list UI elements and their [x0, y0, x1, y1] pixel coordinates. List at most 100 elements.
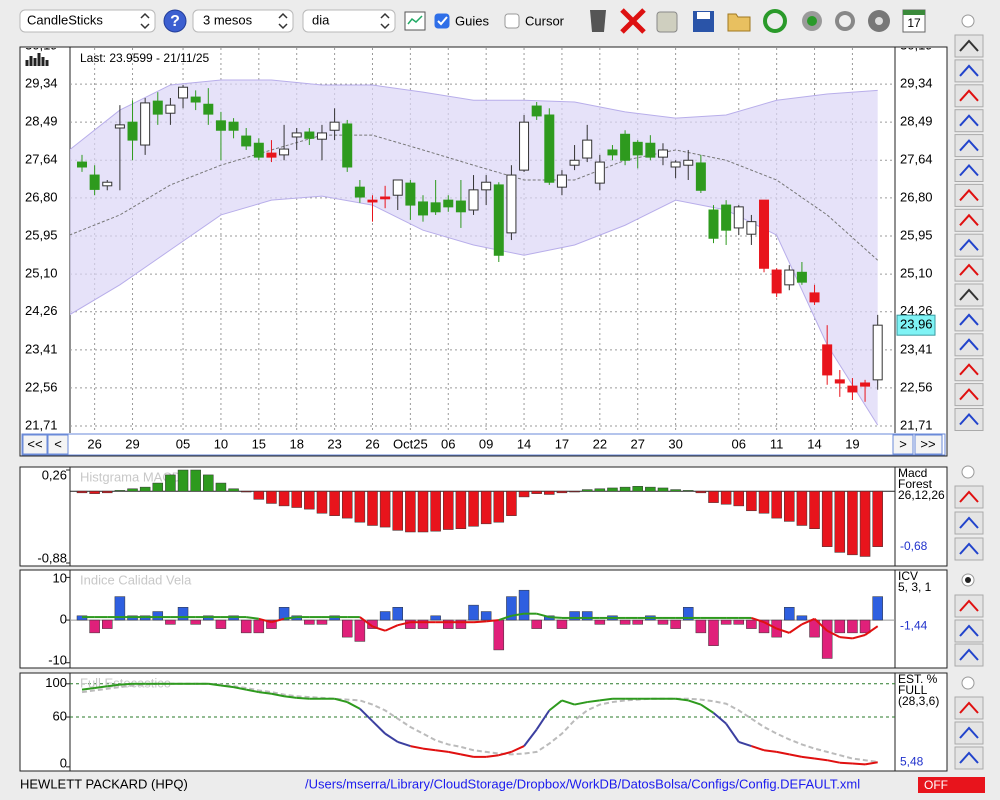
open-button[interactable]	[727, 13, 751, 32]
candle-body	[266, 152, 277, 158]
tool-button[interactable]	[954, 159, 984, 182]
nav-next[interactable]: >	[892, 434, 914, 455]
y-tick-label-right: 25,10	[900, 266, 933, 281]
candle-body	[809, 292, 820, 303]
button-frame	[954, 408, 984, 431]
tool-button[interactable]	[954, 134, 984, 158]
candle-body	[380, 196, 391, 200]
icv-bar	[379, 611, 391, 621]
tool-button[interactable]	[954, 383, 984, 407]
button-frame	[954, 183, 984, 207]
nav-last[interactable]: >>	[914, 434, 943, 455]
icon-glyph	[763, 9, 787, 33]
icv-signal-segment	[839, 636, 853, 640]
select-text: dia	[312, 12, 330, 27]
panel-radio[interactable]	[961, 676, 975, 690]
nav-prev[interactable]: <	[47, 434, 69, 455]
stoch-k-segment	[435, 749, 449, 753]
button-glyph	[959, 114, 979, 127]
tool-button[interactable]	[954, 485, 984, 509]
histogram-bar	[341, 490, 353, 519]
histogram-bar	[114, 490, 126, 492]
guides-checkbox[interactable]	[434, 13, 450, 29]
stoch-k-segment	[561, 699, 575, 706]
x-tick-label: 10	[214, 436, 228, 451]
interval-select[interactable]: dia	[302, 9, 396, 33]
icon-glyph	[903, 10, 925, 15]
x-tick-label: 09	[479, 436, 493, 451]
tool-button[interactable]	[954, 233, 984, 257]
button-frame	[954, 537, 984, 561]
tool-button[interactable]	[954, 643, 984, 667]
x-tick-label: 14	[517, 436, 531, 451]
histogram-bar	[304, 490, 315, 510]
delete-button[interactable]	[620, 8, 646, 34]
y-tick-label: 28,49	[25, 114, 58, 129]
tool-button[interactable]	[954, 537, 984, 561]
currency-button[interactable]	[835, 11, 855, 31]
tool-button[interactable]	[954, 746, 984, 770]
chevron	[140, 12, 150, 30]
candle-body	[796, 271, 807, 283]
panel-radio[interactable]	[961, 573, 975, 587]
tool-button[interactable]	[954, 619, 984, 643]
stoch-k-segment	[422, 747, 436, 752]
trash-button[interactable]	[590, 10, 606, 32]
tool-button[interactable]	[954, 208, 984, 232]
panel-radio[interactable]	[961, 465, 975, 479]
calendar-button[interactable]: 17	[902, 9, 926, 33]
tool-button[interactable]	[954, 258, 984, 282]
tool-button[interactable]	[954, 333, 984, 357]
stoch-k-segment	[486, 754, 499, 758]
histogram-bar	[872, 490, 883, 547]
help-button[interactable]: ?	[163, 9, 187, 33]
tool-icons: 17	[590, 8, 926, 34]
tool-button[interactable]	[954, 183, 984, 207]
stoch-k-segment	[839, 761, 853, 765]
logo-bars	[25, 53, 49, 66]
tool-button[interactable]	[954, 594, 984, 618]
icon-glyph	[875, 17, 883, 25]
date-navigator	[21, 433, 946, 456]
histogram-bar	[316, 490, 328, 514]
chart-icon-button[interactable]	[404, 11, 426, 31]
refresh-button[interactable]	[763, 9, 787, 33]
cursor-checkbox[interactable]	[504, 13, 520, 29]
sync-button[interactable]	[802, 11, 822, 31]
nav-first[interactable]: <<	[22, 434, 48, 455]
checkbox	[434, 13, 450, 29]
nav-text: >	[899, 436, 907, 451]
histogram-bar	[76, 490, 88, 494]
icv-bar	[114, 596, 126, 621]
tool-button[interactable]	[954, 283, 984, 307]
indicator-label: 5, 3, 1	[898, 580, 932, 594]
tool-button[interactable]	[954, 721, 984, 745]
button-frame	[954, 383, 984, 407]
tool-button[interactable]	[954, 109, 984, 133]
panel-radio[interactable]	[961, 14, 975, 28]
stoch-k-segment	[371, 720, 386, 735]
tool-button[interactable]	[954, 308, 984, 332]
status-indicator[interactable]: OFF	[918, 777, 985, 793]
histogram-bar	[127, 488, 138, 492]
save-button[interactable]	[693, 11, 714, 32]
jar-button[interactable]	[656, 11, 678, 33]
candle-body	[834, 379, 845, 384]
status-text: OFF	[924, 778, 948, 792]
radio-ring	[961, 465, 975, 479]
icv-bar	[152, 611, 164, 621]
x-tick-label: 15	[252, 436, 266, 451]
stoch-k-segment	[81, 686, 95, 691]
settings-button[interactable]	[868, 10, 890, 32]
tool-button[interactable]	[954, 511, 984, 535]
histogram-bar	[544, 490, 555, 495]
tool-button[interactable]	[954, 59, 984, 83]
period-select[interactable]: 3 mesos	[192, 9, 294, 33]
tool-button[interactable]	[954, 34, 984, 58]
stoch-k-segment	[675, 697, 689, 702]
tool-button[interactable]	[954, 84, 984, 108]
chart-type-select[interactable]: CandleSticks	[19, 9, 156, 33]
tool-button[interactable]	[954, 696, 984, 720]
tool-button[interactable]	[954, 358, 984, 382]
tool-button[interactable]	[954, 408, 984, 431]
